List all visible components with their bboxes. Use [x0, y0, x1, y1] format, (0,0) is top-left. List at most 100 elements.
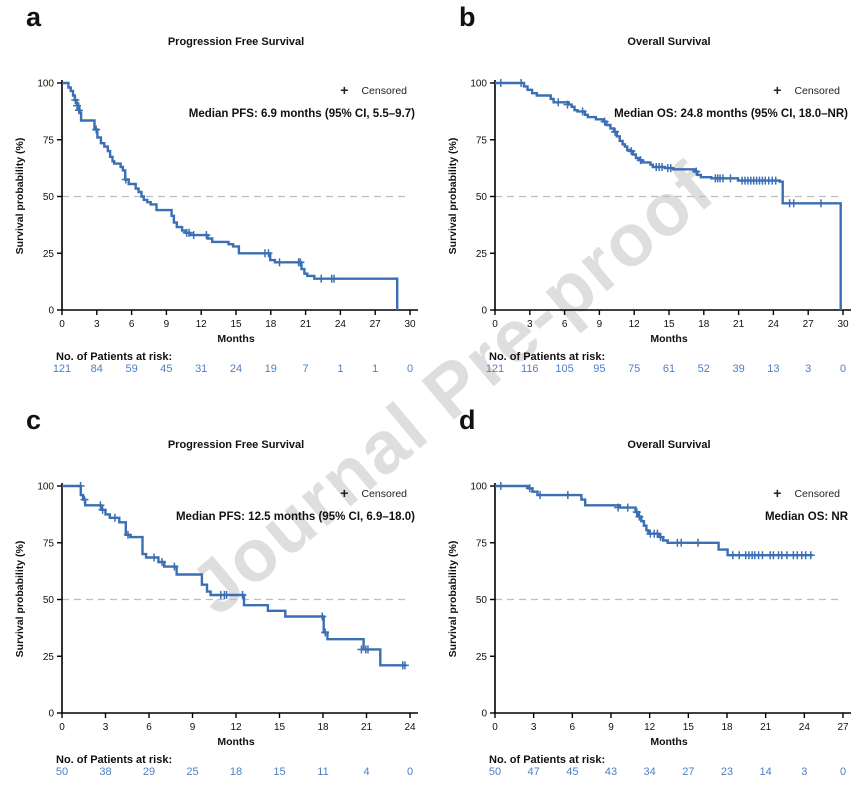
panel-d-title: Overall Survival: [627, 439, 711, 451]
x-tick-label: 21: [760, 722, 772, 733]
x-tick-label: 18: [317, 722, 329, 733]
risk-count: 0: [407, 363, 413, 375]
x-tick-label: 12: [629, 319, 641, 330]
x-tick-label: 18: [265, 319, 277, 330]
risk-count: 84: [91, 363, 103, 375]
y-tick-label: 50: [43, 192, 55, 203]
panel-a-title: Progression Free Survival: [167, 36, 305, 48]
x-tick-label: 24: [404, 722, 416, 733]
panel-a-legend: + Censored: [340, 82, 407, 98]
panel-c-x-axis-label: Months: [217, 736, 255, 748]
y-tick-label: 50: [476, 192, 488, 203]
x-tick-label: 12: [196, 319, 208, 330]
y-tick-label: 25: [476, 249, 488, 260]
x-tick-label: 6: [129, 319, 135, 330]
x-tick-label: 24: [768, 319, 780, 330]
survival-curve: [495, 484, 813, 557]
x-tick-label: 3: [94, 319, 100, 330]
risk-count: 0: [840, 363, 846, 375]
risk-count: 24: [230, 363, 242, 375]
x-tick-label: 6: [146, 722, 152, 733]
panel-d-median-annotation: Median OS: NR: [764, 511, 848, 523]
y-tick-label: 100: [37, 482, 54, 493]
x-tick-label: 12: [230, 722, 242, 733]
risk-count: 105: [555, 363, 573, 375]
x-tick-label: 18: [698, 319, 710, 330]
risk-count: 7: [303, 363, 309, 375]
risk-count: 50: [489, 766, 501, 778]
x-tick-label: 12: [644, 722, 656, 733]
risk-count: 29: [143, 766, 155, 778]
x-tick-label: 30: [837, 319, 849, 330]
panel-d-letter: d: [459, 405, 476, 435]
risk-count: 4: [363, 766, 369, 778]
x-tick-label: 24: [799, 722, 811, 733]
x-tick-label: 15: [274, 722, 286, 733]
x-tick-label: 9: [164, 319, 170, 330]
x-tick-label: 0: [492, 319, 498, 330]
panel-d-x-axis-label: Months: [650, 736, 688, 748]
x-tick-label: 27: [803, 319, 815, 330]
risk-count: 61: [663, 363, 675, 375]
panel-b-risk-table-label: No. of Patients at risk:: [489, 351, 606, 363]
y-tick-label: 25: [43, 249, 55, 260]
risk-count: 19: [265, 363, 277, 375]
x-tick-label: 3: [103, 722, 109, 733]
x-tick-label: 9: [190, 722, 196, 733]
risk-count: 121: [53, 363, 71, 375]
risk-count: 14: [760, 766, 772, 778]
censored-plus-icon: +: [340, 82, 349, 98]
censored-label: Censored: [361, 488, 407, 500]
survival-curve: [62, 484, 407, 667]
panel-a-risk-table-label: No. of Patients at risk:: [56, 351, 173, 363]
risk-count: 45: [566, 766, 578, 778]
x-tick-label: 9: [597, 319, 603, 330]
y-tick-label: 0: [481, 709, 487, 720]
panel-c-letter: c: [26, 405, 42, 435]
risk-count: 38: [99, 766, 111, 778]
panel-d-risk-table-label: No. of Patients at risk:: [489, 754, 606, 766]
x-tick-label: 30: [404, 319, 416, 330]
panel-b-title: Overall Survival: [627, 36, 711, 48]
y-tick-label: 0: [48, 709, 54, 720]
panel-c: c Progression Free Survival + Censored Me…: [0, 403, 433, 803]
censored-label: Censored: [361, 85, 407, 97]
risk-count: 23: [721, 766, 733, 778]
y-tick-label: 25: [476, 652, 488, 663]
y-tick-label: 75: [476, 538, 488, 549]
panel-a: a Progression Free Survival + Censored Me…: [0, 0, 433, 400]
censored-label: Censored: [794, 85, 840, 97]
censored-label: Censored: [794, 488, 840, 500]
risk-count: 1: [372, 363, 378, 375]
risk-count: 3: [805, 363, 811, 375]
x-tick-label: 3: [531, 722, 537, 733]
risk-count: 50: [56, 766, 68, 778]
risk-count: 47: [528, 766, 540, 778]
x-tick-label: 0: [59, 319, 65, 330]
x-tick-label: 18: [721, 722, 733, 733]
x-tick-label: 24: [335, 319, 347, 330]
panel-a-letter: a: [26, 2, 42, 32]
x-tick-label: 15: [663, 319, 675, 330]
x-tick-label: 21: [733, 319, 745, 330]
y-tick-label: 100: [470, 79, 487, 90]
y-tick-label: 50: [43, 595, 55, 606]
risk-count: 39: [732, 363, 744, 375]
censored-plus-icon: +: [773, 485, 782, 501]
risk-count: 25: [186, 766, 198, 778]
x-tick-label: 21: [300, 319, 312, 330]
risk-count: 27: [682, 766, 694, 778]
panel-c-median-annotation: Median PFS: 12.5 months (95% CI, 6.9–18.…: [175, 511, 415, 523]
risk-count: 34: [644, 766, 656, 778]
risk-count: 11: [317, 766, 328, 778]
panel-b-x-axis-label: Months: [650, 333, 688, 345]
panel-a-x-axis-label: Months: [217, 333, 255, 345]
x-tick-label: 3: [527, 319, 533, 330]
x-tick-label: 27: [370, 319, 382, 330]
y-tick-label: 75: [476, 135, 488, 146]
x-tick-label: 0: [59, 722, 65, 733]
censored-plus-icon: +: [773, 82, 782, 98]
risk-count: 1: [337, 363, 343, 375]
y-tick-label: 100: [470, 482, 487, 493]
